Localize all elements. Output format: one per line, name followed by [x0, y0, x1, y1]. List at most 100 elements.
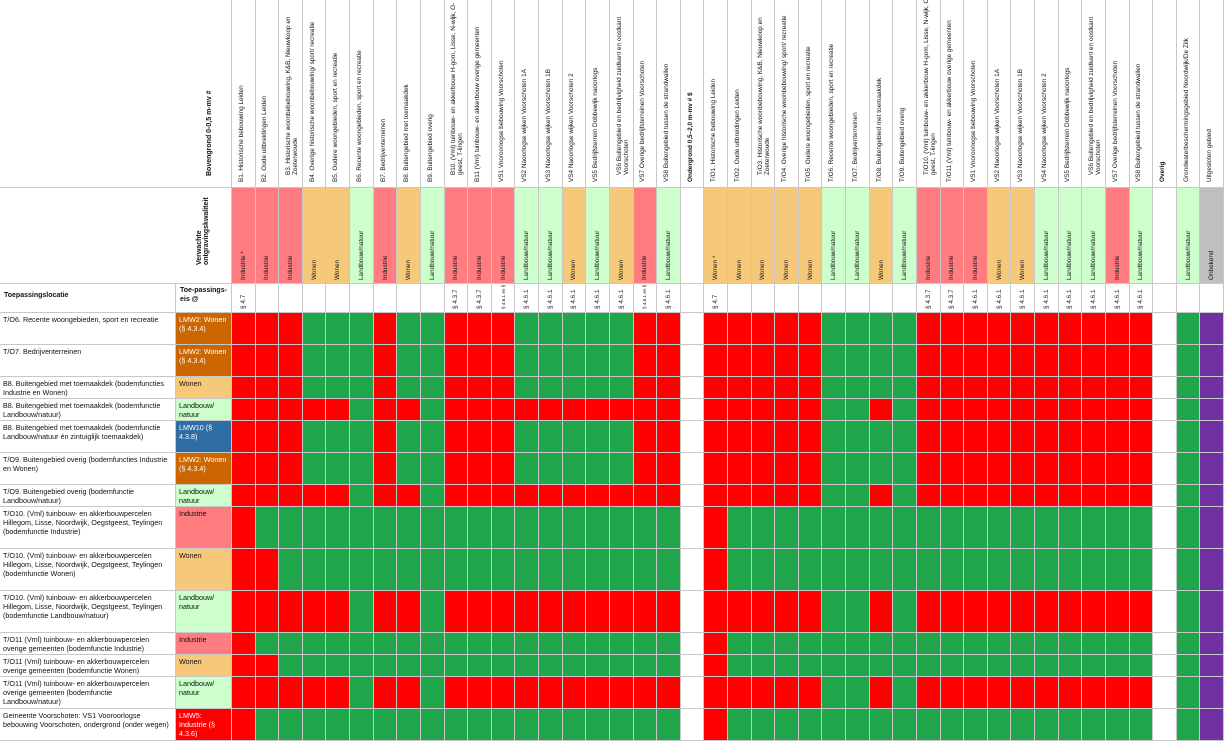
column-label: T/O6. Recente woongebieden, sport en rec… [828, 43, 836, 182]
column-label: Overig [1158, 161, 1166, 182]
matrix-cell [1058, 709, 1083, 741]
column-label: B5. Oudere woongebieden, sport en recrea… [332, 52, 340, 182]
matrix-cell [1035, 313, 1059, 345]
column-quality-label: Wonen [405, 259, 413, 280]
matrix-cell [609, 313, 634, 345]
column-quality-label: Landbouw/natuur [901, 230, 909, 280]
column-quality-to9: Landbouw/natuur [893, 188, 917, 284]
matrix-cell [1129, 549, 1154, 591]
matrix-cell [893, 345, 917, 377]
matrix-cell [869, 421, 894, 453]
column-label: T/O2. Oude uitbreidingen Leiden [733, 89, 741, 182]
column-eis-label: § 4.6.1 en § 4.7 [500, 284, 506, 309]
matrix-cell [751, 507, 776, 549]
column-quality-vs8: Landbouw/natuur [657, 188, 681, 284]
matrix-cell [775, 709, 799, 741]
matrix-cell [326, 591, 351, 633]
matrix-cell [964, 507, 988, 549]
matrix-cell [539, 399, 563, 421]
column-header-b9: B9. Buitengebied overig [420, 0, 445, 188]
column-header-vs7: VS7 Overige bedrijfsterreinen Voorschote… [633, 0, 658, 188]
matrix-cell [444, 655, 469, 677]
column-header-b5: B5. Oudere woongebieden, sport en recrea… [326, 0, 351, 188]
matrix-cell [846, 591, 870, 633]
column-eis-to2 [728, 284, 752, 313]
column-quality-label: Industrie [641, 255, 649, 280]
matrix-cell [1153, 709, 1177, 741]
matrix-cell [846, 313, 870, 345]
column-header-b6: B6. Recente woongebieden, sport en recre… [350, 0, 374, 188]
matrix-cell [964, 377, 988, 399]
column-label: VS4 Naoorlogse wijken Voorschoten 2 [1040, 73, 1048, 182]
matrix-cell [515, 633, 540, 655]
column-quality-label: Landbouw/natuur [1184, 230, 1192, 280]
matrix-cell [420, 709, 445, 741]
matrix-cell [586, 655, 610, 677]
matrix-cell [302, 421, 327, 453]
column-label: VS6 Buitengebied en bedrijvigheid zuidka… [1088, 16, 1103, 175]
column-quality-ovs8: Landbouw/natuur [1129, 188, 1154, 284]
column-header-ovs7: VS7 Overige bedrijfsterreinen Voorschote… [1105, 0, 1130, 188]
matrix-cell [822, 313, 847, 345]
matrix-cell [420, 345, 445, 377]
matrix-cell [1035, 709, 1059, 741]
matrix-cell [987, 453, 1012, 485]
matrix-cell [1200, 313, 1224, 345]
matrix-cell [1153, 377, 1177, 399]
matrix-cell [1082, 345, 1106, 377]
matrix-cell [350, 709, 374, 741]
matrix-cell [1105, 591, 1130, 633]
matrix-cell [515, 345, 540, 377]
column-eis-vs7: § 4.6.1 en § 4.7 [633, 284, 658, 313]
matrix-cell [940, 591, 965, 633]
matrix-cell [539, 655, 563, 677]
column-quality-label: Landbouw/natuur [428, 230, 436, 280]
matrix-cell [302, 345, 327, 377]
matrix-cell [232, 549, 256, 591]
column-quality-label: Landbouw/natuur [546, 230, 554, 280]
matrix-cell [728, 313, 752, 345]
matrix-cell [798, 377, 823, 399]
matrix-cell [279, 655, 303, 677]
matrix-cell [468, 655, 492, 677]
matrix-cell [987, 421, 1012, 453]
matrix-cell [255, 655, 280, 677]
column-quality-b2: Industrie [255, 188, 280, 284]
matrix-cell [704, 591, 728, 633]
column-quality-vs6: Wonen [609, 188, 634, 284]
column-header-ovs5: VS5 Bedrijfsterrein Dobbewijk naoorlogs [1058, 0, 1083, 188]
matrix-cell [1176, 453, 1201, 485]
column-label: B11 (Vml) tuinbouw- en akkerbouw overige… [473, 26, 481, 182]
row-quality: Wonen [176, 549, 232, 591]
matrix-cell [302, 313, 327, 345]
matrix-cell [798, 453, 823, 485]
column-header-to3: T/O3. Historische woonbebouwing, K&B, Ni… [751, 0, 776, 188]
matrix-cell [1035, 421, 1059, 453]
matrix-cell [751, 399, 776, 421]
matrix-cell [397, 633, 421, 655]
matrix-cell [1129, 591, 1154, 633]
matrix-cell [1200, 399, 1224, 421]
column-quality-label: Landbouw/natuur [1042, 230, 1050, 280]
matrix-cell [279, 377, 303, 399]
matrix-cell [822, 345, 847, 377]
column-quality-sep2 [1153, 188, 1177, 284]
matrix-cell [609, 549, 634, 591]
column-quality-label: Landbouw/natuur [1090, 230, 1098, 280]
matrix-cell [916, 313, 941, 345]
matrix-cell [609, 377, 634, 399]
column-header-to5: T/O5. Oudere woongebieden, sport en recr… [798, 0, 823, 188]
column-quality-label: Wonen [877, 259, 885, 280]
matrix-cell [609, 633, 634, 655]
column-quality-label: Industrie [924, 255, 932, 280]
matrix-cell [775, 485, 799, 507]
column-quality-label: Landbouw/natuur [853, 230, 861, 280]
matrix-cell [1035, 549, 1059, 591]
column-label: T/O5. Oudere woongebieden, sport en recr… [804, 46, 812, 182]
matrix-cell [302, 399, 327, 421]
matrix-cell [798, 677, 823, 709]
matrix-cell [987, 507, 1012, 549]
matrix-cell [1129, 485, 1154, 507]
matrix-cell [491, 485, 516, 507]
matrix-cell [232, 677, 256, 709]
